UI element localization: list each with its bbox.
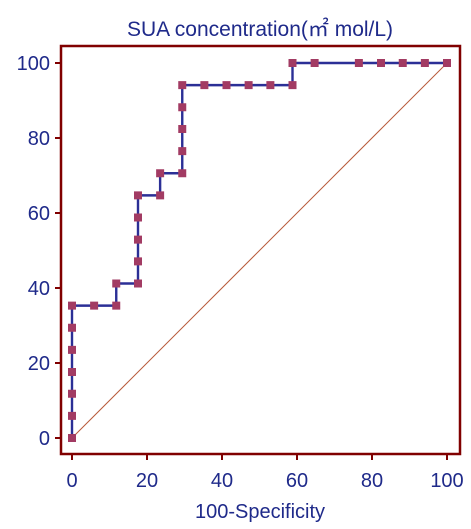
roc-point-marker (134, 191, 142, 200)
x-tick-label: 0 (66, 470, 77, 492)
roc-point-marker (156, 191, 165, 200)
y-tick-label: 100 (17, 53, 50, 75)
x-axis-label: 100-Specificity (195, 501, 325, 523)
roc-point-marker (178, 147, 187, 156)
roc-point-marker (178, 103, 187, 112)
y-tick-label: 40 (28, 278, 50, 300)
roc-point-marker (112, 301, 121, 310)
roc-point-marker (354, 59, 363, 67)
roc-point-marker (90, 301, 99, 310)
roc-point-marker (68, 323, 76, 332)
y-tick-label: 20 (28, 353, 50, 375)
roc-point-marker (134, 235, 142, 244)
plot-area: 0 20 40 60 80 100 0 20 40 60 80 100 (17, 44, 464, 492)
roc-point-marker (134, 257, 142, 266)
roc-point-marker (68, 368, 76, 376)
roc-point-marker (68, 434, 76, 442)
roc-point-marker (288, 81, 297, 90)
chart-title: SUA concentration(㎡ mol/L) (127, 17, 393, 41)
x-tick-label: 40 (211, 470, 233, 492)
x-tick-label: 60 (286, 470, 308, 492)
roc-point-marker (288, 59, 297, 67)
roc-point-marker (112, 279, 121, 288)
y-tick-label: 80 (28, 128, 50, 150)
roc-point-marker (420, 59, 429, 67)
roc-point-marker (68, 301, 76, 310)
roc-point-marker (68, 389, 76, 398)
roc-point-marker (266, 81, 275, 90)
roc-point-marker (134, 213, 142, 222)
roc-point-marker (178, 81, 187, 90)
x-tick-label: 100 (430, 470, 463, 492)
reference-diagonal-line (71, 62, 448, 439)
roc-point-marker (377, 59, 385, 67)
roc-point-marker (134, 279, 142, 288)
x-tick-label: 20 (136, 470, 158, 492)
roc-point-marker (200, 81, 209, 90)
plot-frame (59, 44, 462, 456)
roc-point-marker (156, 169, 165, 178)
roc-point-marker (310, 59, 319, 67)
roc-point-marker (178, 125, 187, 133)
roc-point-marker (398, 59, 407, 67)
roc-curve-line (70, 61, 449, 440)
roc-point-marker (443, 59, 451, 67)
roc-point-marker (244, 81, 253, 90)
roc-point-marker (68, 411, 76, 420)
y-tick-label: 60 (28, 203, 50, 225)
y-tick-label: 0 (39, 428, 50, 450)
roc-point-marker (178, 169, 187, 178)
x-tick-label: 80 (361, 470, 383, 492)
roc-point-marker (68, 345, 76, 354)
roc-point-marker (222, 81, 231, 90)
